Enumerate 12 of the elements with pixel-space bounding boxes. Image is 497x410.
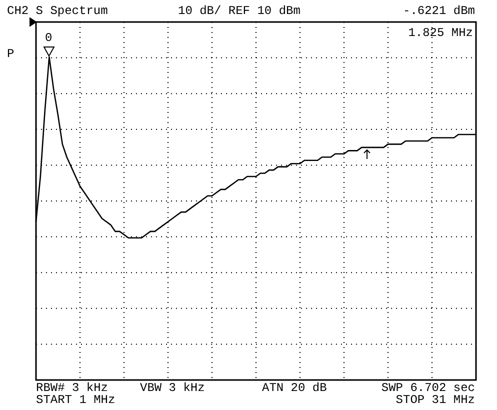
text: -.6221 dBm — [402, 4, 476, 18]
text: SWP 6.702 sec — [381, 381, 476, 395]
text: P — [7, 47, 14, 61]
text: VBW 3 kHz — [140, 381, 205, 395]
text: 1.825 MHz — [408, 26, 473, 40]
text: 0 — [45, 31, 52, 45]
text: START 1 MHz — [36, 393, 116, 407]
chart-subtitle: 10 dB/ REF 10 dBm — [178, 4, 300, 18]
text: ATN 20 dB — [262, 381, 327, 395]
text: RBW# 3 kHz — [36, 381, 108, 395]
text: STOP 31 MHz — [396, 393, 476, 407]
chart-title: CH2 S Spectrum — [7, 4, 108, 18]
